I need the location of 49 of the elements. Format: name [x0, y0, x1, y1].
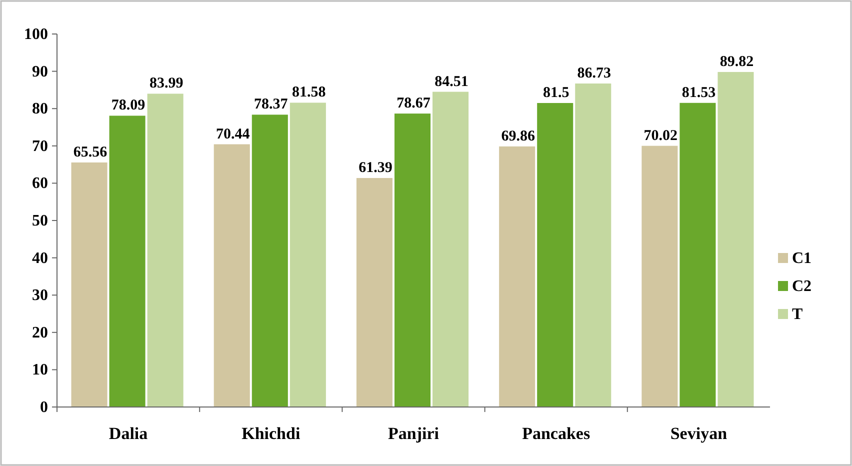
- bar: [147, 94, 184, 407]
- legend-label: C1: [792, 250, 812, 267]
- data-label: 86.73: [577, 65, 611, 82]
- data-label: 81.5: [542, 85, 570, 102]
- y-tick-label: 90: [32, 63, 48, 80]
- bar: [394, 114, 431, 407]
- x-tick-label: Khichdi: [242, 424, 300, 443]
- x-tick-label: Pancakes: [522, 424, 590, 443]
- y-tick-label: 50: [32, 212, 48, 230]
- data-label: 78.67: [396, 96, 431, 112]
- y-tick-label: 20: [32, 324, 48, 342]
- y-tick-label: 80: [32, 100, 48, 118]
- data-label: 78.37: [254, 96, 288, 113]
- y-tick-label: 60: [32, 175, 48, 192]
- y-tick-label: 100: [24, 26, 48, 43]
- bar: [642, 146, 678, 407]
- bar: [499, 146, 536, 407]
- data-label: 70.44: [216, 126, 250, 142]
- bar: [290, 102, 326, 407]
- bar: [432, 92, 469, 407]
- legend-label: C2: [792, 278, 812, 295]
- x-tick-label: Panjiri: [388, 424, 440, 443]
- y-tick-label: 30: [32, 287, 48, 304]
- bar: [356, 178, 392, 407]
- bar: [575, 83, 612, 407]
- y-tick-label: 10: [32, 362, 48, 379]
- y-tick-label: 70: [32, 138, 48, 155]
- data-label: 78.09: [111, 98, 146, 114]
- data-label: 81.58: [292, 84, 326, 101]
- data-label: 84.51: [434, 74, 468, 90]
- legend-label: T: [792, 306, 803, 323]
- bar: [214, 144, 250, 407]
- data-label: 89.82: [720, 54, 754, 70]
- data-label: 70.02: [644, 128, 678, 144]
- data-label: 83.99: [149, 76, 184, 92]
- data-label: 81.53: [682, 84, 716, 101]
- x-tick-label: Seviyan: [670, 424, 728, 443]
- bar: [537, 103, 574, 407]
- y-tick-label: 0: [40, 399, 48, 416]
- bar: [71, 162, 108, 407]
- y-tick-label: 40: [32, 250, 48, 267]
- data-label: 65.56: [73, 144, 108, 160]
- data-label: 69.86: [501, 128, 536, 144]
- bar: [680, 102, 716, 407]
- bar: [718, 72, 754, 407]
- data-label: 61.39: [358, 160, 392, 176]
- x-tick-label: Dalia: [108, 424, 148, 443]
- bar: [109, 116, 146, 407]
- bar: [252, 114, 288, 407]
